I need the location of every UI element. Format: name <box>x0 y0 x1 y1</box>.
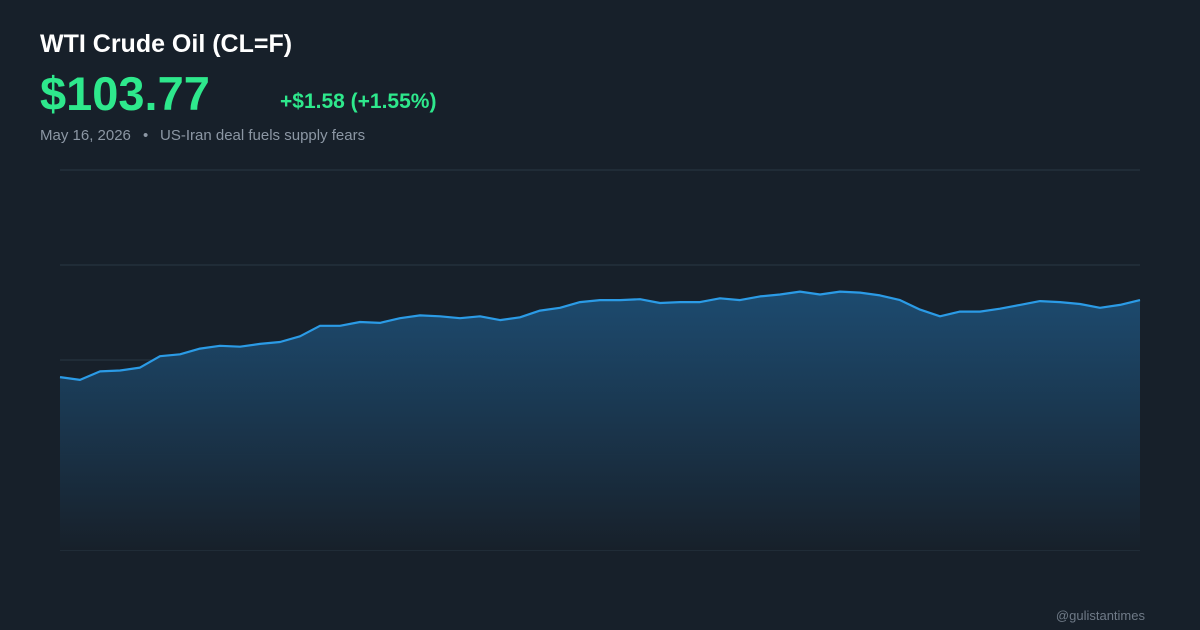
title: WTI Crude Oil (CL=F) <box>40 30 292 58</box>
price-line <box>59 290 1141 381</box>
price: $103.77 <box>40 67 210 120</box>
price-change: +$1.58 (+1.55%) <box>280 90 436 113</box>
watermark: @gulistantimes <box>1056 608 1146 623</box>
headline: US-Iran deal fuels supply fears <box>160 127 365 144</box>
separator: • <box>143 127 148 144</box>
area-fill <box>60 291 1140 550</box>
date: May 16, 2026 <box>40 127 131 144</box>
